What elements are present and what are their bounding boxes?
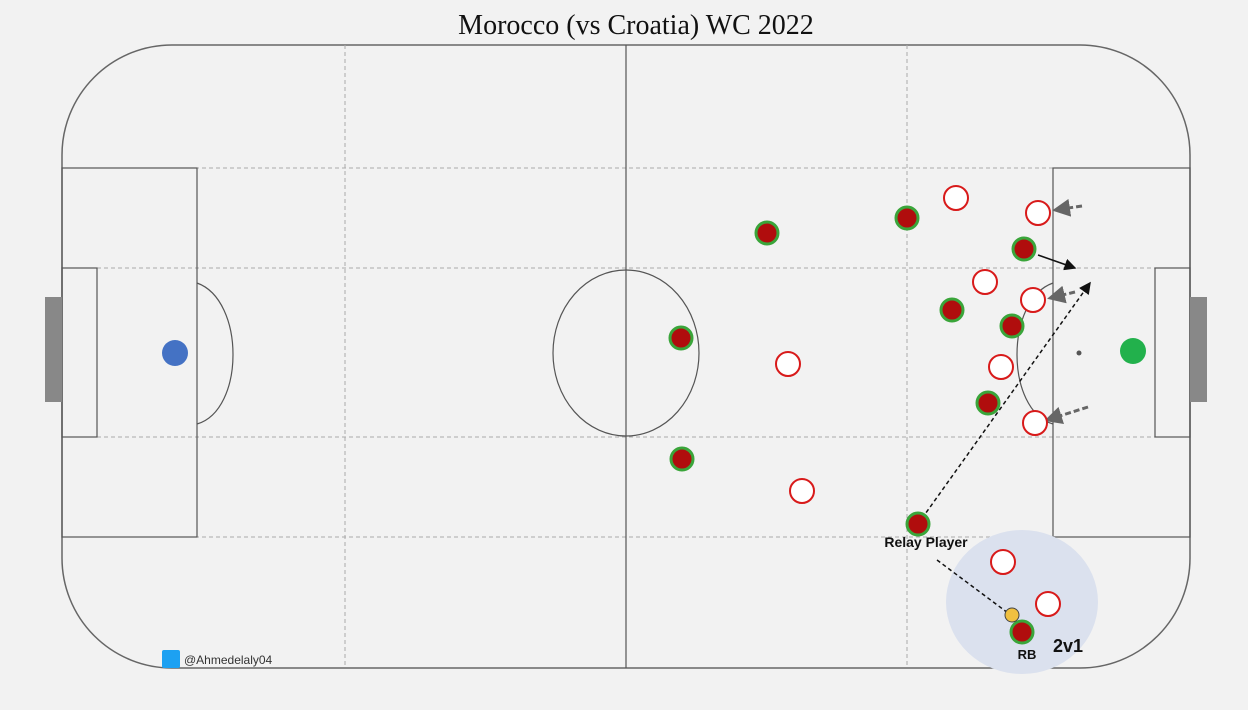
goalkeeper-left xyxy=(162,340,188,366)
credit: @Ahmedelaly04 xyxy=(184,653,273,667)
ball xyxy=(1004,607,1020,623)
croatia-players xyxy=(775,185,1061,617)
overload-zone xyxy=(946,530,1098,674)
twitter-icon xyxy=(162,650,180,668)
goalkeeper-right xyxy=(1120,338,1146,364)
pitch xyxy=(45,44,1207,669)
rb-label: RB xyxy=(1018,647,1037,662)
arrows xyxy=(917,198,1091,614)
relay-label: Relay Player xyxy=(884,534,968,550)
title: Morocco (vs Croatia) WC 2022 xyxy=(458,10,814,41)
overload-label: 2v1 xyxy=(1053,636,1083,656)
morocco-players xyxy=(668,205,1037,645)
